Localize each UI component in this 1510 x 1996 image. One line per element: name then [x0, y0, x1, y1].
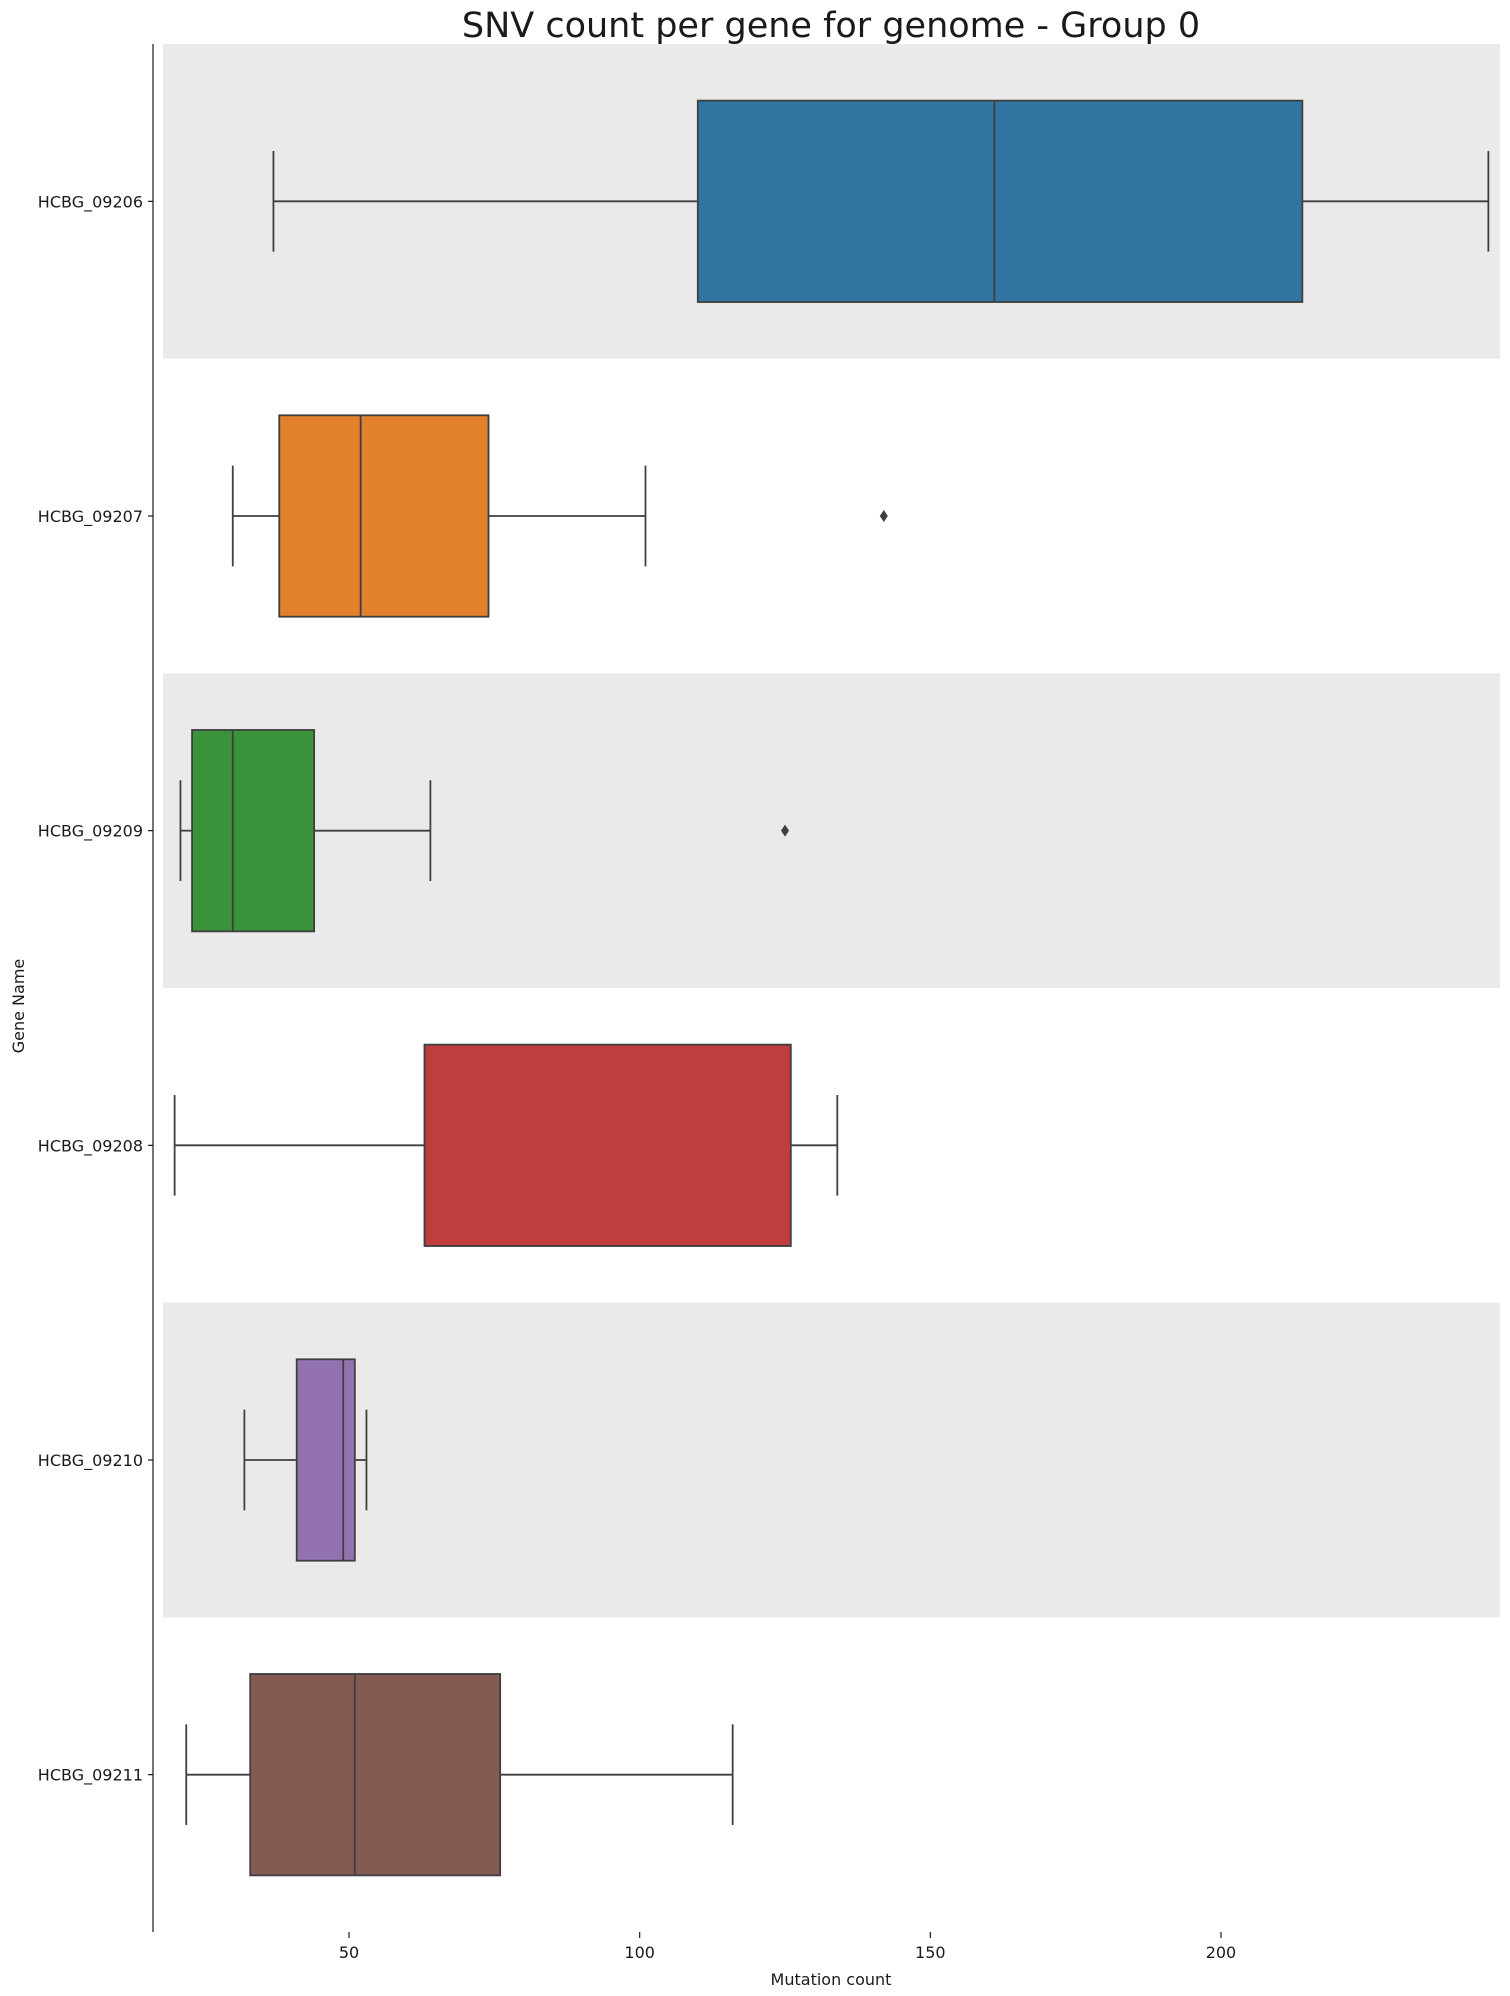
outlier-point [780, 824, 789, 837]
box-group [173, 1043, 839, 1247]
box-group [231, 414, 888, 618]
x-tick-label: 100 [624, 1943, 655, 1962]
y-tick-label: HCBG_09208 [38, 1136, 143, 1156]
y-axis-label: Gene Name [9, 959, 28, 1054]
y-ticks: HCBG_09206 HCBG_09207 HCBG_09209 HCBG_09208… [38, 192, 153, 1786]
box-iqr [191, 729, 316, 933]
box-iqr [696, 99, 1304, 303]
y-tick-label: HCBG_09211 [38, 1766, 143, 1786]
box-iqr [278, 414, 490, 618]
x-tick-label: 50 [339, 1943, 359, 1962]
box-iqr [423, 1043, 792, 1247]
chart-title: SNV count per gene for genome - Group 0 [462, 6, 1200, 46]
y-tick-label: HCBG_09207 [38, 507, 143, 527]
box-group [243, 1358, 368, 1562]
box-group [179, 729, 789, 933]
outlier-point [879, 510, 888, 522]
box-iqr [295, 1358, 356, 1562]
x-tick-label: 200 [1206, 1943, 1237, 1962]
box-group [185, 1673, 734, 1877]
x-tick-label: 150 [915, 1943, 946, 1962]
y-tick-label: HCBG_09209 [38, 822, 143, 842]
row-band [163, 1302, 1500, 1618]
y-tick-label: HCBG_09210 [38, 1451, 143, 1471]
box-iqr [249, 1673, 502, 1877]
box-group [272, 99, 1490, 303]
row-bands [163, 44, 1500, 1618]
x-axis-label: Mutation count [771, 1970, 892, 1989]
box-series [173, 99, 1490, 1877]
x-ticks: 50 100 150 200 [339, 1932, 1236, 1962]
y-tick-label: HCBG_09206 [38, 192, 143, 212]
